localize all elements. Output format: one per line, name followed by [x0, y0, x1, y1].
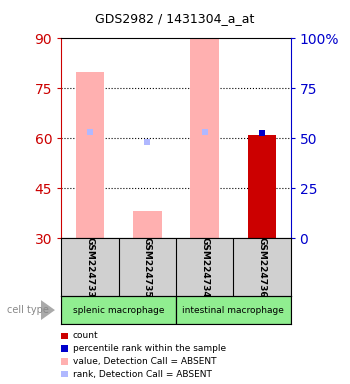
Polygon shape [41, 300, 55, 320]
FancyBboxPatch shape [176, 296, 290, 324]
Text: rank, Detection Call = ABSENT: rank, Detection Call = ABSENT [73, 369, 212, 379]
Bar [247, 135, 276, 238]
Bar [76, 72, 104, 238]
Text: GSM224735: GSM224735 [143, 237, 152, 297]
Text: count: count [73, 331, 98, 341]
FancyBboxPatch shape [61, 296, 176, 324]
Bar [190, 38, 219, 238]
Text: GSM224736: GSM224736 [257, 237, 266, 297]
Text: cell type: cell type [7, 305, 49, 315]
Text: value, Detection Call = ABSENT: value, Detection Call = ABSENT [73, 357, 216, 366]
Bar [133, 212, 162, 238]
Text: GSM224733: GSM224733 [85, 237, 94, 297]
Text: intestinal macrophage: intestinal macrophage [182, 306, 284, 314]
Text: percentile rank within the sample: percentile rank within the sample [73, 344, 226, 353]
Text: GSM224734: GSM224734 [200, 237, 209, 297]
Text: splenic macrophage: splenic macrophage [73, 306, 164, 314]
Text: GDS2982 / 1431304_a_at: GDS2982 / 1431304_a_at [95, 12, 255, 25]
